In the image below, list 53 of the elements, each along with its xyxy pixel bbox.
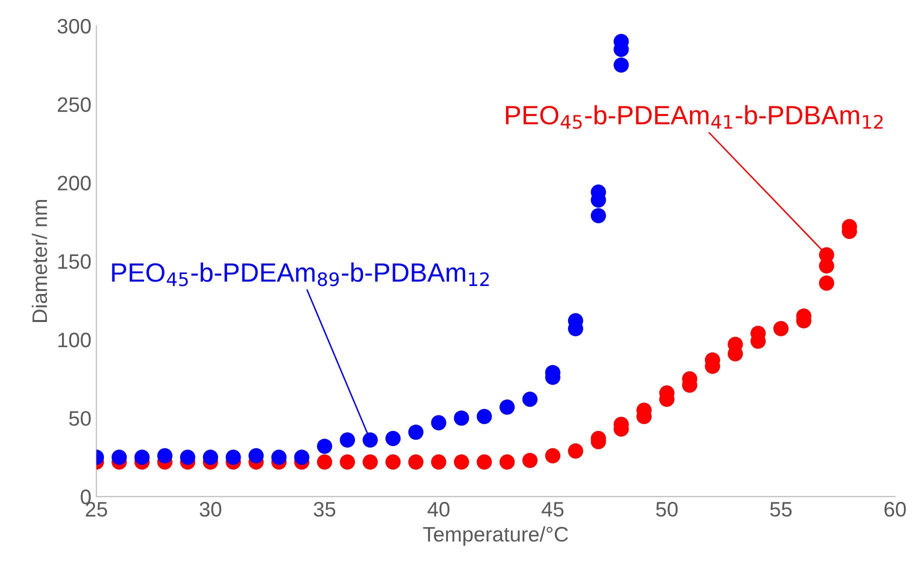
- annotation: PEO$_{45}$-b-PDEAm$_{41}$-b-PDBAm$_{12}$: [506, 105, 883, 129]
- point: [385, 430, 401, 446]
- annotation: PEO$_{45}$-b-PDEAm$_{89}$-b-PDBAm$_{12}$: [112, 262, 489, 286]
- point: [294, 450, 310, 465]
- point: [614, 57, 629, 73]
- point: [362, 432, 378, 448]
- point: [202, 450, 218, 465]
- point: [590, 208, 606, 224]
- y-tick-label: 100: [58, 332, 91, 348]
- y-tick-label: 50: [69, 411, 91, 426]
- point: [316, 438, 332, 454]
- x-axis-title: Temperature/°C: [423, 526, 568, 546]
- x-tick-label: 50: [656, 502, 678, 517]
- point: [818, 276, 834, 291]
- point: [340, 432, 356, 448]
- point: [134, 450, 150, 465]
- point: [271, 450, 287, 465]
- point: [568, 443, 584, 459]
- point: [112, 450, 127, 465]
- x-tick-label: 35: [314, 502, 336, 517]
- y-tick-label: 250: [58, 97, 91, 112]
- point: [454, 454, 470, 470]
- point: [500, 454, 515, 470]
- x-tick-label: 55: [770, 502, 792, 517]
- point: [522, 392, 538, 407]
- point: [773, 321, 789, 336]
- point: [408, 424, 424, 440]
- point: [476, 454, 492, 470]
- point: [180, 450, 196, 465]
- point: [408, 454, 424, 470]
- point: [340, 454, 356, 470]
- point: [545, 448, 560, 464]
- point: [316, 454, 332, 470]
- point: [226, 450, 241, 465]
- y-axis-title: Diameter/ nm: [32, 200, 48, 322]
- y-tick-label: 300: [58, 18, 91, 34]
- point: [500, 399, 515, 415]
- point: [522, 452, 538, 468]
- x-tick-label: 45: [542, 502, 564, 517]
- point: [818, 247, 834, 262]
- y-tick-label: 200: [58, 176, 91, 190]
- point: [431, 415, 446, 430]
- point: [157, 448, 172, 464]
- x-tick-label: 60: [884, 502, 906, 517]
- y-tick-label: 150: [58, 254, 91, 269]
- point: [248, 448, 264, 464]
- point: [476, 408, 492, 424]
- point: [431, 454, 446, 470]
- point: [454, 410, 470, 426]
- x-tick-label: 40: [428, 502, 450, 517]
- x-tick-label: 30: [200, 502, 222, 517]
- point: [362, 454, 378, 470]
- point: [385, 454, 401, 470]
